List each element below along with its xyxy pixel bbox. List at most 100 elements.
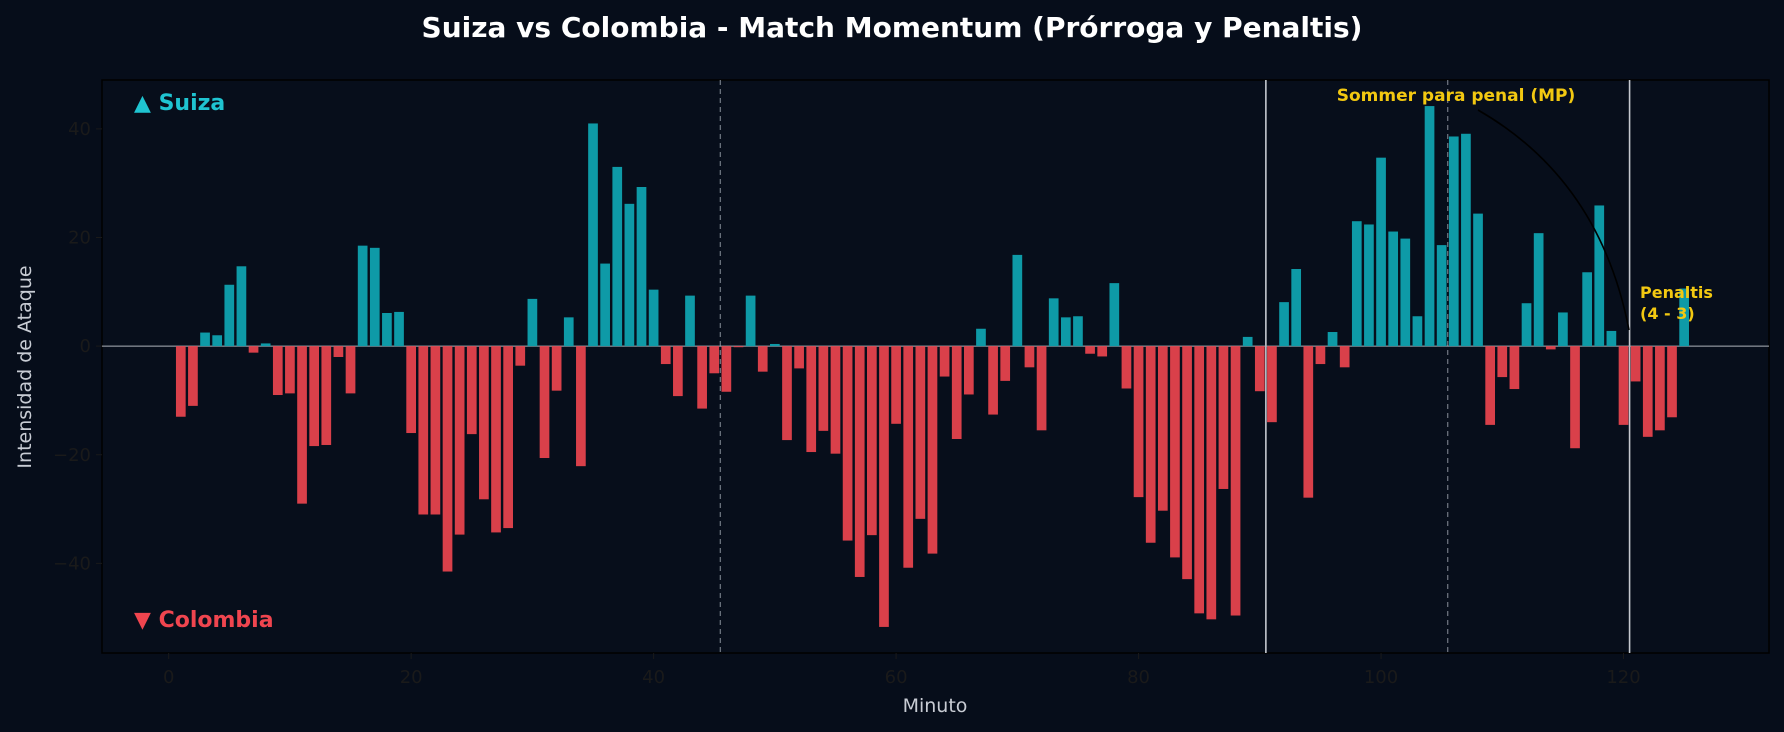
annotation-sommer: Sommer para penal (MP) bbox=[1337, 86, 1576, 106]
bar-minute-71 bbox=[1024, 346, 1035, 368]
bar-minute-88 bbox=[1230, 346, 1241, 616]
bar-minute-3 bbox=[200, 332, 210, 347]
bar-minute-93 bbox=[1291, 269, 1302, 347]
bar-minute-49 bbox=[757, 346, 768, 372]
bar-minute-100 bbox=[1376, 157, 1386, 347]
bar-minute-99 bbox=[1364, 224, 1374, 347]
bar-minute-118 bbox=[1594, 205, 1605, 347]
bar-minute-67 bbox=[976, 328, 986, 347]
bar-minute-63 bbox=[927, 346, 938, 554]
team-label-colombia: ▼ Colombia bbox=[134, 608, 274, 633]
bar-minute-31 bbox=[539, 346, 550, 459]
bar-minute-74 bbox=[1060, 317, 1071, 347]
bar-minute-60 bbox=[891, 346, 901, 424]
bar-minute-68 bbox=[988, 346, 998, 415]
bar-minute-12 bbox=[309, 346, 320, 447]
bar-minute-40 bbox=[648, 289, 659, 347]
bar-minute-115 bbox=[1558, 312, 1568, 347]
bar-minute-50 bbox=[770, 343, 780, 347]
bar-minute-13 bbox=[321, 346, 332, 445]
bar-minute-23 bbox=[442, 346, 453, 572]
bar-minute-104 bbox=[1424, 106, 1435, 347]
bar-minute-69 bbox=[1000, 346, 1011, 381]
bar-minute-79 bbox=[1121, 346, 1132, 389]
bar-minute-82 bbox=[1157, 346, 1168, 511]
bar-minute-105 bbox=[1436, 245, 1447, 347]
bar-minute-61 bbox=[903, 346, 914, 568]
bar-minute-101 bbox=[1388, 231, 1399, 347]
bar-minute-85 bbox=[1194, 346, 1205, 614]
bar-minute-70 bbox=[1012, 254, 1023, 347]
bar-minute-11 bbox=[297, 346, 307, 504]
bar-minute-72 bbox=[1036, 346, 1047, 431]
bar-minute-114 bbox=[1545, 346, 1556, 350]
bar-minute-15 bbox=[345, 346, 356, 394]
period-dividers bbox=[719, 80, 1631, 653]
bar-minute-110 bbox=[1497, 346, 1508, 378]
bar-minute-47 bbox=[733, 346, 744, 348]
bar-minute-24 bbox=[454, 346, 465, 535]
bar-minute-48 bbox=[745, 295, 756, 347]
x-tick-label: 60 bbox=[885, 667, 908, 688]
bar-minute-30 bbox=[527, 298, 538, 347]
bar-minute-33 bbox=[563, 317, 574, 347]
x-tick-label: 40 bbox=[642, 667, 665, 688]
bar-minute-59 bbox=[879, 346, 889, 627]
x-tick-label: 20 bbox=[400, 667, 423, 688]
bar-minute-116 bbox=[1570, 346, 1580, 449]
bar-minute-6 bbox=[236, 266, 247, 347]
bar-minute-34 bbox=[576, 346, 586, 467]
bar-minute-103 bbox=[1412, 316, 1423, 347]
momentum-bars bbox=[175, 106, 1689, 627]
bar-minute-53 bbox=[806, 346, 817, 453]
bar-minute-55 bbox=[830, 346, 841, 454]
bar-minute-27 bbox=[491, 346, 501, 533]
bar-minute-2 bbox=[188, 346, 198, 406]
bar-minute-121 bbox=[1630, 346, 1641, 382]
bar-minute-76 bbox=[1085, 346, 1095, 354]
x-tick-label: 80 bbox=[1127, 667, 1150, 688]
bar-minute-108 bbox=[1473, 213, 1483, 347]
bar-minute-16 bbox=[357, 245, 368, 347]
bar-minute-94 bbox=[1303, 346, 1314, 498]
x-tick-label: 120 bbox=[1606, 667, 1640, 688]
team-label-suiza: ▲ Suiza bbox=[134, 91, 225, 116]
bar-minute-86 bbox=[1206, 346, 1217, 620]
bar-minute-117 bbox=[1582, 272, 1592, 347]
bar-minute-7 bbox=[248, 346, 259, 353]
bar-minute-113 bbox=[1533, 233, 1544, 347]
bar-minute-52 bbox=[794, 346, 804, 369]
bar-minute-107 bbox=[1461, 133, 1471, 347]
bar-minute-37 bbox=[612, 166, 623, 347]
bar-minute-109 bbox=[1485, 346, 1496, 425]
y-axis-ticks: −40 −20 0 20 40 bbox=[53, 119, 102, 574]
bar-minute-42 bbox=[673, 346, 683, 397]
bar-minute-73 bbox=[1048, 298, 1059, 347]
bar-minute-97 bbox=[1339, 346, 1350, 368]
bar-minute-91 bbox=[1267, 346, 1277, 423]
bar-minute-125 bbox=[1679, 288, 1689, 347]
bar-minute-112 bbox=[1521, 303, 1532, 347]
annotation-arrow bbox=[1477, 109, 1630, 331]
bar-minute-90 bbox=[1254, 346, 1265, 392]
bar-minute-22 bbox=[430, 346, 441, 515]
bar-minute-44 bbox=[697, 346, 707, 409]
bar-minute-43 bbox=[685, 295, 695, 347]
bar-minute-1 bbox=[175, 346, 186, 417]
bar-minute-18 bbox=[382, 313, 392, 347]
bar-minute-14 bbox=[333, 346, 344, 357]
annotation-penaltis-score: (4 - 3) bbox=[1640, 304, 1695, 323]
bar-minute-123 bbox=[1655, 346, 1665, 431]
bar-minute-54 bbox=[818, 346, 829, 431]
bar-minute-51 bbox=[782, 346, 792, 441]
bar-minute-81 bbox=[1145, 346, 1156, 543]
bar-minute-26 bbox=[479, 346, 489, 500]
bar-minute-119 bbox=[1606, 330, 1617, 347]
bar-minute-17 bbox=[369, 247, 380, 347]
bar-minute-66 bbox=[963, 346, 974, 395]
bar-minute-124 bbox=[1667, 346, 1677, 418]
bar-minute-89 bbox=[1242, 336, 1253, 347]
x-axis-ticks: 0 20 40 60 80 100 120 bbox=[163, 653, 1641, 688]
bar-minute-106 bbox=[1448, 136, 1459, 347]
